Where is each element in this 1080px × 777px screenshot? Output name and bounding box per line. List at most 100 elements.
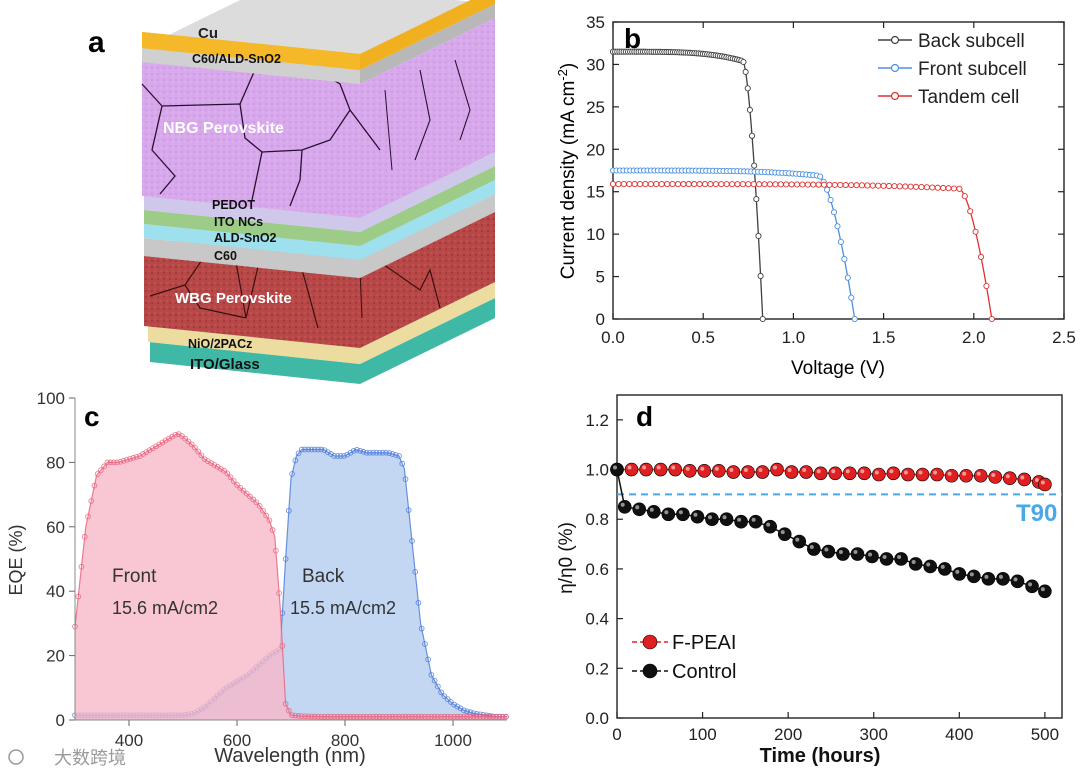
- panel-c-marker: [247, 493, 253, 500]
- panel-d-marker-f-peai: [726, 465, 741, 479]
- panel-c-marker: [318, 446, 325, 453]
- panel-d-y-tick-label: 0.6: [585, 560, 609, 579]
- panel-b-marker: [718, 181, 725, 188]
- panel-c-marker: [370, 713, 376, 720]
- back-jsc-label: 15.5 mA/cm2: [290, 598, 396, 618]
- panel-c-marker: [412, 569, 419, 575]
- panel-b-marker: [864, 182, 871, 189]
- panel-b-marker: [729, 181, 736, 188]
- panel-b-marker: [841, 256, 848, 263]
- panel-c-x-tick-label: 1000: [434, 731, 472, 750]
- panel-d-marker-control: [821, 544, 836, 559]
- panel-c-marker: [392, 713, 399, 720]
- panel-c-marker: [311, 446, 318, 453]
- panel-c-marker: [98, 467, 104, 473]
- panel-d-x-tick-label: 400: [945, 725, 973, 744]
- layer-cu: [142, 0, 495, 70]
- panel-d-marker-highlight: [911, 559, 916, 564]
- panel-c-marker: [94, 471, 101, 477]
- label-ito-ncs: ITO NCs: [214, 215, 263, 229]
- panel-c-x-tick-label: 400: [115, 731, 143, 750]
- panel-c-marker: [107, 459, 114, 466]
- panel-c-marker: [114, 459, 120, 466]
- panel-b-ylabel-main: Current density (mA cm: [558, 81, 579, 280]
- panel-d-y-axis-label: η/η0 (%): [556, 522, 577, 594]
- panel-d-marker-f-peai: [842, 466, 857, 481]
- panel-c-marker: [503, 713, 509, 720]
- panel-b-marker: [817, 173, 824, 180]
- panel-b-marker: [739, 181, 746, 188]
- panel-b-marker: [793, 181, 801, 188]
- panel-d-marker-f-peai: [872, 467, 886, 482]
- panel-c-marker: [441, 713, 448, 720]
- panel-b-marker: [831, 181, 838, 188]
- panel-c-marker: [295, 712, 302, 719]
- panel-c-marker: [341, 453, 347, 459]
- legend-label-tandem-cell: Tandem cell: [918, 87, 1019, 108]
- panel-c-marker: [363, 713, 370, 720]
- panel-d-marker-f-peai: [697, 463, 712, 478]
- panel-c-x-axis-label: Wavelength (nm): [214, 745, 366, 767]
- panel-b-y-tick-label: 20: [586, 140, 605, 159]
- panel-c-marker: [78, 563, 85, 570]
- panel-b-marker: [827, 196, 834, 204]
- panel-c-axes: 400 600 800 1000 0 20 40 60 80 100: [37, 389, 472, 750]
- panel-c-marker: [328, 713, 334, 720]
- panel-c-marker: [269, 527, 276, 533]
- panel-d-marker-control: [981, 572, 996, 586]
- panel-c-marker: [285, 707, 292, 714]
- panel-c-marker: [227, 474, 234, 481]
- panel-b-marker: [701, 181, 709, 188]
- panel-b-marker: [755, 232, 762, 240]
- panel-d-marker-highlight: [868, 552, 873, 557]
- panel-c-marker: [428, 713, 435, 720]
- panel-d-marker-control: [908, 557, 923, 571]
- panel-d-marker-highlight: [758, 468, 763, 473]
- panel-d-marker-control: [763, 519, 777, 534]
- panel-c-series: [72, 431, 509, 720]
- panel-c-y-tick-label: 100: [37, 389, 65, 408]
- panel-b-marker: [875, 182, 882, 189]
- panel-b-marker: [707, 181, 714, 188]
- panel-b-marker: [609, 181, 617, 188]
- panel-c-marker: [75, 593, 82, 600]
- panel-c-marker: [91, 482, 98, 489]
- panel-d-marker-f-peai: [886, 466, 901, 481]
- panel-b-y-tick-label: 25: [586, 98, 605, 117]
- panel-d-marker-highlight: [1005, 474, 1010, 479]
- panel-c-marker: [111, 459, 117, 466]
- panel-d-marker-highlight: [743, 468, 748, 473]
- panel-c-marker: [192, 444, 198, 451]
- panel-c-marker: [123, 456, 130, 463]
- panel-b-marker: [940, 184, 947, 192]
- panel-b-marker: [734, 181, 741, 188]
- panel-d-marker-highlight: [707, 515, 712, 520]
- panel-c-marker: [81, 533, 88, 540]
- panel-c-marker: [315, 446, 321, 453]
- panel-b-marker: [653, 181, 660, 188]
- panel-c-marker: [237, 484, 244, 491]
- panel-c-marker: [295, 450, 302, 457]
- panel-d-y-tick-label: 0.0: [585, 709, 609, 728]
- panel-b-marker: [761, 181, 768, 188]
- panel-c-y-tick-label: 40: [46, 582, 65, 601]
- panel-d-marker-highlight: [729, 468, 734, 473]
- panel-c-marker: [315, 713, 321, 720]
- panel-c-marker: [438, 713, 444, 720]
- panel-c-marker: [422, 641, 428, 647]
- panel-d-series: [610, 462, 1052, 599]
- panel-d-marker-f-peai: [712, 463, 726, 478]
- panel-b-marker: [891, 183, 898, 190]
- panel-d-marker-highlight: [1020, 475, 1025, 480]
- panel-c-marker: [341, 713, 347, 720]
- panel-c-marker: [422, 713, 428, 720]
- panel-d-marker-highlight: [737, 517, 742, 522]
- panel-b-marker: [844, 274, 851, 281]
- panel-c-marker: [101, 463, 108, 470]
- panel-c-marker: [467, 713, 474, 720]
- panel-d-marker-control: [850, 547, 865, 561]
- panel-d-marker-f-peai: [755, 465, 770, 479]
- panel-d-marker-highlight: [722, 515, 727, 520]
- panel-c-marker: [302, 713, 308, 720]
- panel-d-axes: 0 100 200 300 400 500 0.0 0.2 0.4 0.6 0.8 1.0 1.2: [585, 411, 1059, 744]
